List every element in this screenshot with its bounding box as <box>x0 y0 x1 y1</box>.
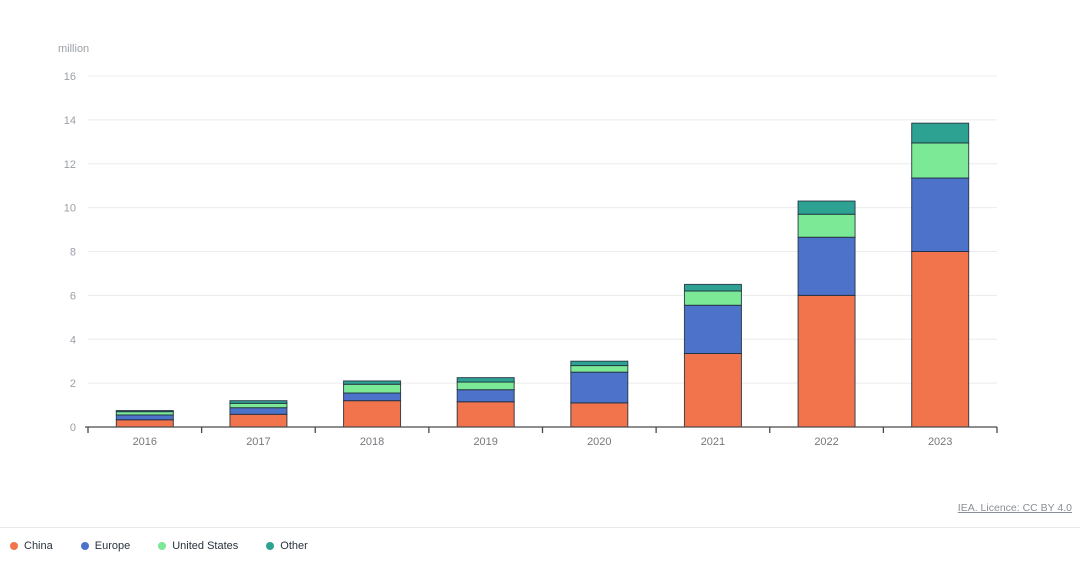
bar-segment-2018-china[interactable] <box>343 400 402 428</box>
bar-segment-2020-united-states[interactable] <box>570 365 629 373</box>
bar-segment-2020-europe[interactable] <box>570 371 629 404</box>
legend-label: Other <box>280 540 308 552</box>
x-tick-label-2020: 2020 <box>587 436 611 448</box>
bar-segment-2021-other[interactable] <box>683 283 742 292</box>
legend-item-united-states[interactable]: United States <box>158 540 238 552</box>
y-tick-label-2: 2 <box>70 378 76 390</box>
legend-item-china[interactable]: China <box>10 540 53 552</box>
bar-segment-2017-china[interactable] <box>229 413 288 428</box>
x-tick-label-2021: 2021 <box>701 436 725 448</box>
bar-segment-2018-united-states[interactable] <box>343 383 402 394</box>
bar-segment-2019-china[interactable] <box>456 401 515 428</box>
x-tick-label-2023: 2023 <box>928 436 952 448</box>
legend-label: Europe <box>94 540 131 552</box>
bar-segment-2019-united-states[interactable] <box>456 381 515 391</box>
bar-segment-2023-china[interactable] <box>911 251 970 428</box>
bar-segment-2021-china[interactable] <box>683 353 742 428</box>
legend-dot-icon <box>158 542 167 550</box>
bar-segment-2018-europe[interactable] <box>343 392 402 402</box>
bar-segment-2019-other[interactable] <box>456 377 515 383</box>
footer-divider <box>0 527 1080 528</box>
legend-item-other[interactable]: Other <box>266 540 308 552</box>
bar-segment-2016-china[interactable] <box>115 419 174 428</box>
bar-segment-2020-other[interactable] <box>570 360 629 367</box>
legend-dot-icon <box>266 542 275 550</box>
bar-segment-2017-other[interactable] <box>229 400 288 404</box>
legend-item-europe[interactable]: Europe <box>80 540 131 552</box>
legend-dot-icon <box>80 542 89 550</box>
x-tick-label-2017: 2017 <box>246 436 270 448</box>
x-tick-label-2022: 2022 <box>814 436 838 448</box>
y-tick-label-12: 12 <box>64 159 76 171</box>
bar-segment-2021-europe[interactable] <box>683 304 742 355</box>
legend-dot-icon <box>10 542 18 550</box>
y-axis-unit-label: million <box>58 43 90 55</box>
bar-segment-2018-other[interactable] <box>343 380 402 385</box>
x-tick-label-2019: 2019 <box>473 436 497 448</box>
attribution-link[interactable]: IEA. Licence: CC BY 4.0 <box>957 502 1072 514</box>
bar-segment-2017-europe[interactable] <box>229 407 288 415</box>
y-tick-label-16: 16 <box>64 71 76 83</box>
y-tick-label-8: 8 <box>70 247 76 259</box>
bar-segment-2020-china[interactable] <box>570 402 629 428</box>
bar-segment-2022-united-states[interactable] <box>797 213 856 238</box>
bar-segment-2022-china[interactable] <box>797 294 856 428</box>
chart-legend: China Europe United States Other <box>10 540 308 552</box>
legend-label: United States <box>172 540 239 552</box>
x-tick-label-2018: 2018 <box>360 436 384 448</box>
bar-segment-2016-europe[interactable] <box>115 414 174 421</box>
bar-segment-2022-europe[interactable] <box>797 236 856 296</box>
y-tick-label-10: 10 <box>64 203 76 215</box>
bar-segment-2017-united-states[interactable] <box>229 402 288 409</box>
y-tick-label-14: 14 <box>64 115 76 127</box>
y-tick-label-0: 0 <box>70 422 76 434</box>
bar-segment-2021-united-states[interactable] <box>683 290 742 306</box>
y-tick-label-4: 4 <box>70 334 76 346</box>
x-tick-label-2016: 2016 <box>133 436 157 448</box>
bar-segment-2023-united-states[interactable] <box>911 142 970 179</box>
bar-segment-2023-other[interactable] <box>911 122 970 144</box>
bar-segment-2023-europe[interactable] <box>911 177 970 252</box>
y-tick-label-6: 6 <box>70 290 76 302</box>
legend-label: China <box>24 540 53 552</box>
bar-segment-2016-other[interactable] <box>115 410 174 413</box>
bar-segment-2022-other[interactable] <box>797 200 856 215</box>
bar-segment-2019-europe[interactable] <box>456 389 515 403</box>
chart-area: million 0 2 4 6 8 10 12 14 16 2016 2017 2018 2019 202… <box>58 43 998 448</box>
chart-canvas: 0 2 4 6 8 10 12 14 16 2016 2017 2018 2019 2020 2021 202… <box>64 71 998 448</box>
